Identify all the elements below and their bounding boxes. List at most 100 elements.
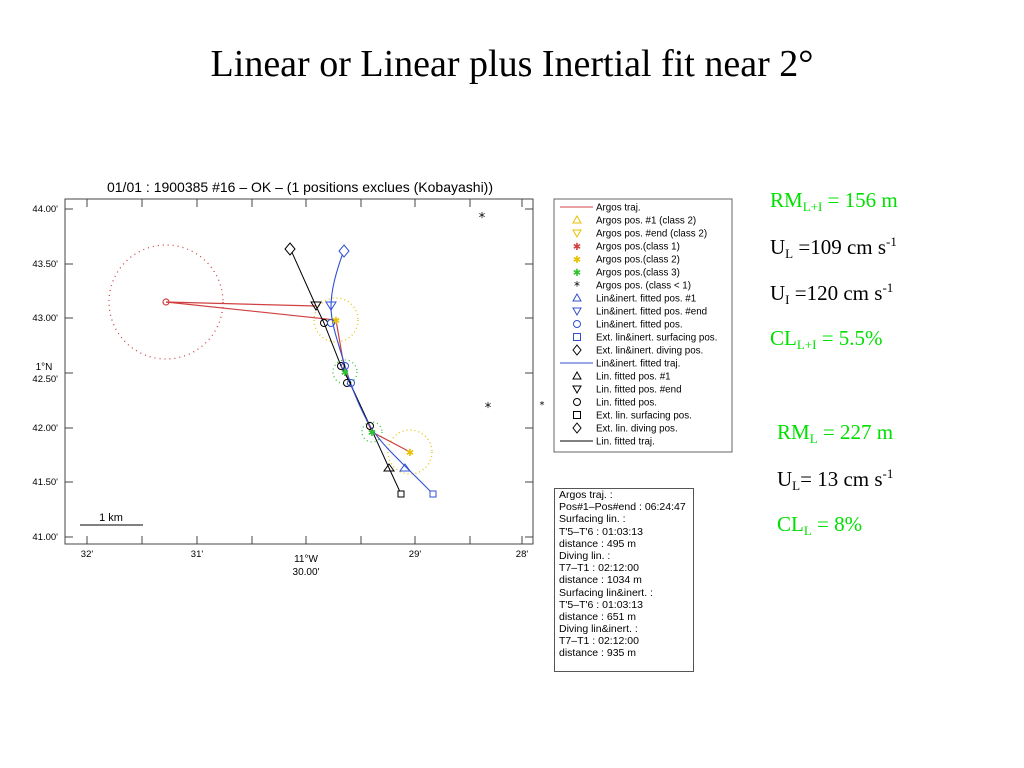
argos-class3-marker: ✱ bbox=[368, 428, 376, 439]
legend-label: Lin&inert. fitted pos. bbox=[596, 320, 683, 331]
plot-labels: 44.00' 43.50' 43.00' 42.50' 42.00' 41.50' 41.0… bbox=[32, 204, 528, 578]
argos-trajectory bbox=[165, 301, 411, 453]
stat-ui-lin-inert: UI =120 cm s-1 bbox=[770, 280, 894, 307]
legend-entry: Ext. lin. diving pos. bbox=[572, 422, 678, 435]
plot-ticks bbox=[65, 199, 533, 544]
argos-class1-error-circle bbox=[108, 244, 224, 360]
legend-entry: Argos pos. #end (class 2) bbox=[572, 229, 707, 240]
legend-items: Argos traj. Argos pos. #1 (class 2) Argos … bbox=[560, 203, 717, 448]
linear-fitted-trajectory bbox=[289, 247, 402, 495]
legend-diamond-symbol bbox=[572, 422, 582, 434]
argos-class3-error-circle-a bbox=[332, 359, 358, 385]
legend-label: Argos pos. #1 (class 2) bbox=[596, 216, 696, 227]
y-tick-label: 41.00' bbox=[32, 532, 58, 543]
ext-lin-diving-pos-marker bbox=[284, 242, 296, 256]
info-line: Diving lin&inert. : bbox=[559, 623, 638, 636]
legend-entry: Lin. fitted pos. bbox=[573, 398, 657, 409]
x-tick-label: 28' bbox=[516, 549, 529, 560]
y-tick-label: 43.50' bbox=[32, 259, 58, 270]
legend-entry: Ext. lin. surfacing pos. bbox=[573, 411, 692, 422]
legend-entry: Lin&inert. fitted traj. bbox=[560, 359, 680, 370]
y-tick-label: 41.50' bbox=[32, 477, 58, 488]
legend-entry: Lin&inert. fitted pos. #1 bbox=[572, 292, 696, 305]
y-tick-label: 42.50' bbox=[32, 374, 58, 385]
legend-triangle-down-symbol bbox=[572, 307, 582, 317]
argos-posend-error-circle bbox=[387, 429, 433, 475]
stat-ul-lin: UL= 13 cm s-1 bbox=[777, 466, 894, 493]
legend-square-symbol bbox=[573, 411, 581, 419]
legend-label: Lin. fitted pos. #end bbox=[596, 385, 682, 396]
legend-entry: Argos pos. #1 (class 2) bbox=[572, 214, 696, 227]
legend-label: Argos pos. #end (class 2) bbox=[596, 229, 707, 240]
info-line: distance : 495 m bbox=[559, 537, 637, 550]
ext-lin-inert-diving-pos-marker bbox=[338, 244, 350, 258]
legend-label: Argos traj. bbox=[596, 203, 641, 214]
argos-class-lt1-marker: * bbox=[479, 211, 486, 226]
legend-entry: ✱ Argos pos.(class 3) bbox=[573, 268, 680, 280]
ext-lin-inert-surfacing-pos-marker bbox=[429, 490, 437, 498]
lin-inert-fitted-pos-marker bbox=[347, 379, 355, 387]
argos-class2-marker: ✱ bbox=[406, 448, 414, 459]
ext-lin-surfacing-pos-marker bbox=[397, 490, 405, 498]
info-line: distance : 1034 m bbox=[559, 574, 642, 587]
argos-class2-marker: ✱ bbox=[332, 316, 340, 327]
x-mid-tick-label: 30.00' bbox=[293, 567, 320, 578]
lin-inert-fitted-pos1-marker bbox=[325, 301, 337, 311]
info-line: Surfacing lin. : bbox=[559, 513, 626, 526]
plot-header: 01/01 : 1900385 #16 – OK – (1 positions … bbox=[107, 179, 493, 195]
info-line: T7–T1 : 02:12:00 bbox=[559, 635, 639, 648]
legend-label: Lin&inert. fitted pos. #end bbox=[596, 307, 707, 318]
x-tick-label: 29' bbox=[409, 549, 422, 560]
legend-entry: Lin. fitted traj. bbox=[560, 437, 655, 448]
legend-label: Lin. fitted pos. #1 bbox=[596, 372, 671, 383]
plot-frame bbox=[64, 198, 534, 545]
legend-entry: Ext. lin&inert. surfacing pos. bbox=[573, 333, 717, 344]
legend-entry: Lin&inert. fitted pos. bbox=[573, 320, 683, 331]
lin-inert-fitted-pos-marker bbox=[327, 319, 335, 327]
lin-fitted-pos-marker bbox=[337, 362, 345, 370]
argos-pos1-error-circle bbox=[313, 297, 359, 343]
argos-class3-marker: ✱ bbox=[341, 368, 349, 379]
argos-trajectory-segment bbox=[165, 301, 317, 307]
legend-label: Argos pos.(class 2) bbox=[596, 255, 680, 266]
legend-star-symbol: ✱ bbox=[573, 255, 581, 266]
info-line: T7–T1 : 02:12:00 bbox=[559, 562, 639, 575]
legend-triangle-up-symbol bbox=[572, 370, 582, 380]
stat-cl-lin-inert: CLL+I = 5.5% bbox=[770, 326, 883, 352]
info-line: Pos#1–Pos#end : 06:24:47 bbox=[559, 501, 686, 514]
legend-label: Lin&inert. fitted traj. bbox=[596, 359, 680, 370]
lin-fitted-pos-marker bbox=[366, 422, 374, 430]
legend-diamond-symbol bbox=[572, 344, 582, 356]
stat-rm-lin-inert: RML+I = 156 m bbox=[770, 188, 898, 214]
legend-star-symbol: ✱ bbox=[573, 268, 581, 279]
x-axis-label: 11°W bbox=[294, 554, 318, 565]
legend-label: Ext. lin. surfacing pos. bbox=[596, 411, 692, 422]
y-tick-label: 43.00' bbox=[32, 313, 58, 324]
y-tick-label: 44.00' bbox=[32, 204, 58, 215]
legend-asterisk-symbol: * bbox=[574, 279, 580, 293]
legend-label: Argos pos.(class 3) bbox=[596, 268, 680, 279]
lin-fitted-pos-marker bbox=[343, 379, 351, 387]
info-line: distance : 651 m bbox=[559, 610, 637, 623]
legend-entry: Lin&inert. fitted pos. #end bbox=[572, 307, 707, 318]
legend-box bbox=[553, 198, 733, 453]
lin-inert-fitted-posend-marker bbox=[399, 463, 411, 472]
stat-ul-lin-inert: UL =109 cm s-1 bbox=[770, 234, 897, 261]
lin-fitted-posend-marker bbox=[383, 463, 395, 472]
legend-entry: ✱ Argos pos.(class 2) bbox=[573, 255, 680, 267]
legend-circle-symbol bbox=[573, 398, 581, 406]
argos-class3-error-circle-b bbox=[361, 421, 383, 443]
info-line: T'5–T'6 : 01:03:13 bbox=[559, 598, 643, 611]
legend-label: Ext. lin&inert. surfacing pos. bbox=[596, 333, 717, 344]
argos-class1-marker bbox=[162, 298, 170, 306]
lin-inert-fitted-pos-marker bbox=[341, 362, 349, 370]
legend-triangle-down-symbol bbox=[572, 229, 582, 239]
y-axis-label: 1°N bbox=[36, 362, 53, 373]
legend-circle-symbol bbox=[573, 320, 581, 328]
legend-entry: ✱ Argos pos.(class 1) bbox=[573, 242, 680, 254]
legend-label: Lin. fitted traj. bbox=[596, 437, 655, 448]
legend-entry: Ext. lin&inert. diving pos. bbox=[572, 344, 703, 357]
stat-cl-lin: CLL = 8% bbox=[777, 512, 863, 538]
legend-entry: Lin. fitted pos. #end bbox=[572, 385, 682, 396]
